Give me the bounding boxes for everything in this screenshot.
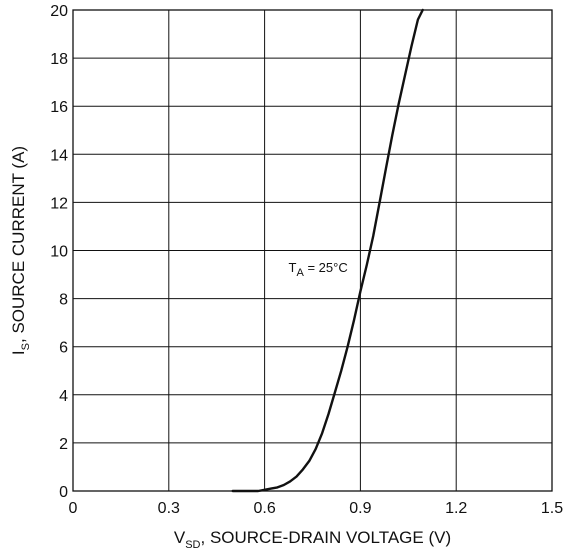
y-tick-label: 16 [50,99,68,116]
y-tick-label: 8 [59,292,68,309]
y-tick-label: 4 [59,388,68,405]
x-tick-labels: 0 0.3 0.6 0.9 1.2 1.5 [69,500,564,517]
plot-frame [72,9,553,492]
series-line [231,8,424,493]
series-layer [231,8,424,493]
x-tick-label: 0 [69,500,78,517]
temperature-annotation: TA = 25°C [289,260,348,279]
y-tick-label: 0 [59,484,68,501]
x-tick-label: 0.6 [253,500,275,517]
x-tick-label: 1.2 [445,500,467,517]
y-tick-label: 12 [50,195,68,212]
y-tick-label: 14 [50,147,68,164]
y-tick-label: 18 [50,51,68,68]
y-tick-label: 20 [50,3,68,20]
y-tick-label: 2 [59,436,68,453]
x-axis-label: VSD, SOURCE-DRAIN VOLTAGE (V) [174,528,451,551]
x-tick-label: 1.5 [541,500,563,517]
y-tick-labels: 0 2 4 6 8 10 12 14 16 18 20 [50,3,68,501]
y-tick-label: 6 [59,340,68,357]
grid [72,9,553,492]
y-tick-label: 10 [50,244,68,261]
x-tick-label: 0.9 [349,500,371,517]
y-axis-label: IS, SOURCE CURRENT (A) [9,146,32,355]
x-tick-label: 0.3 [158,500,180,517]
